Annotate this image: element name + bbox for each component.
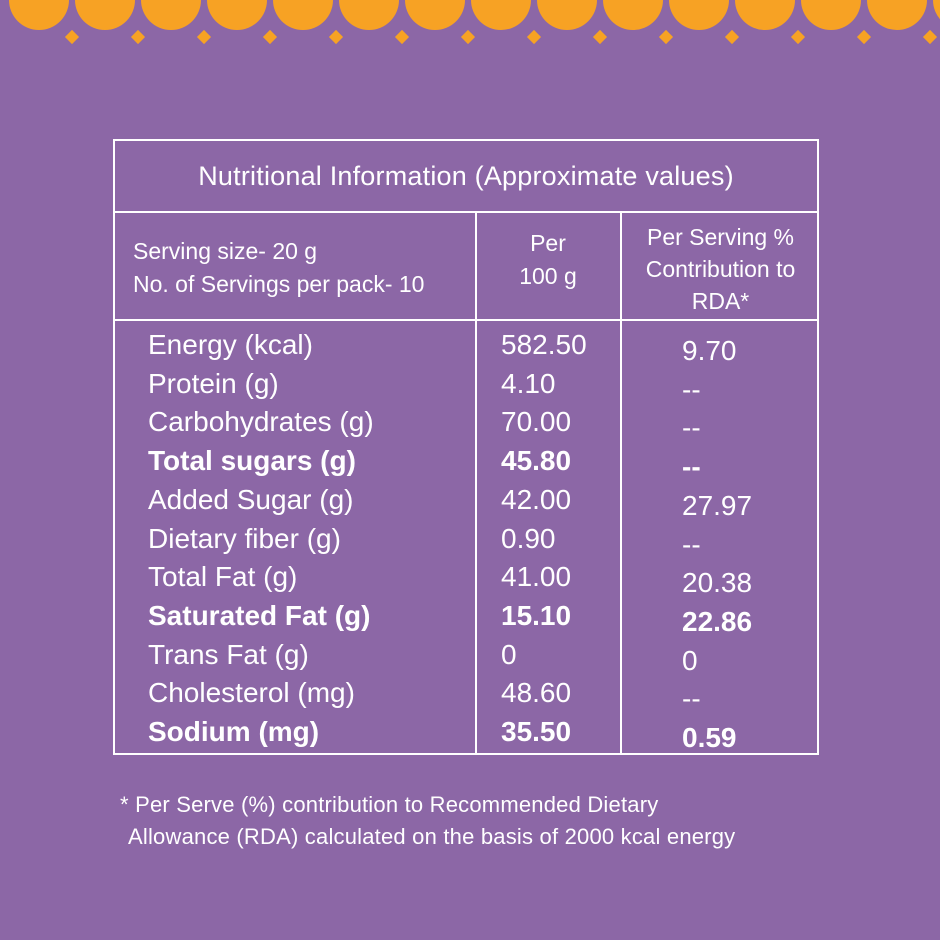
- table-row: Added Sugar (g) 42.00 27.97: [115, 484, 817, 522]
- value-rda: --: [682, 528, 701, 560]
- diamond-shape: [856, 29, 872, 45]
- scallop-shape: [801, 0, 861, 30]
- diamond-shape: [526, 29, 542, 45]
- header-rda: Per Serving % Contribution to RDA*: [622, 221, 819, 317]
- nutrient-name: Total Fat (g): [148, 561, 298, 593]
- value-per-100g: 0: [501, 638, 517, 670]
- scallop-shape: [603, 0, 663, 30]
- header-rda-line: RDA*: [691, 288, 750, 314]
- nutrient-name: Sodium (mg): [148, 716, 320, 747]
- diamond-shape: [328, 29, 344, 45]
- header-rda-line: Contribution to: [645, 256, 796, 282]
- scalloped-border-decoration: [9, 0, 940, 45]
- divider: [115, 211, 817, 213]
- value-per-100g: 15.10: [501, 599, 572, 631]
- table-title: Nutritional Information (Approximate val…: [198, 160, 734, 191]
- table-row: Total Fat (g) 41.00 20.38: [115, 561, 817, 599]
- nutrient-name: Cholesterol (mg): [148, 677, 355, 709]
- nutrient-name: Total sugars (g): [148, 445, 356, 477]
- scallop-shape: [537, 0, 597, 30]
- servings-per-pack: No. of Servings per pack- 10: [133, 271, 425, 297]
- scallop-shape: [933, 0, 940, 20]
- value-per-100g: 4.10: [501, 367, 556, 399]
- diamond-shape: [64, 29, 80, 45]
- nutrient-name: Added Sugar (g): [148, 483, 354, 515]
- table-row: Saturated Fat (g) 15.10 22.86: [115, 600, 817, 638]
- table-row: Sodium (mg) 35.50 0.59: [115, 716, 817, 754]
- header-per-100g: Per 100 g: [475, 227, 621, 293]
- scallop-shape: [867, 0, 927, 30]
- diamond-shape: [262, 29, 278, 45]
- value-rda: 20.38: [682, 567, 753, 599]
- scallop-shape: [141, 0, 201, 30]
- diamond-shape: [724, 29, 740, 45]
- footnote-line: Allowance (RDA) calculated on the basis …: [128, 824, 736, 849]
- nutrient-name: Saturated Fat (g): [148, 599, 371, 631]
- scallop-shape: [405, 0, 465, 30]
- diamond-shape: [658, 29, 674, 45]
- diamond-shape: [394, 29, 410, 45]
- footnote: * Per Serve (%) contribution to Recommen…: [120, 789, 735, 853]
- header-rda-line: Per Serving %: [646, 224, 794, 250]
- table-row: Carbohydrates (g) 70.00 --: [115, 406, 817, 444]
- divider: [115, 319, 817, 321]
- value-rda: --: [682, 451, 701, 483]
- value-rda: 22.86: [682, 605, 753, 637]
- column-divider: [475, 213, 477, 753]
- value-rda: 27.97: [682, 489, 753, 521]
- table-row: Protein (g) 4.10 --: [115, 368, 817, 406]
- nutrient-name: Energy (kcal): [148, 329, 313, 360]
- scallop-shape: [273, 0, 333, 30]
- nutrient-name: Trans Fat (g): [148, 638, 309, 670]
- nutrient-name: Dietary fiber (g): [148, 522, 341, 554]
- value-per-100g: 45.80: [501, 445, 572, 477]
- table-row: Energy (kcal) 582.50 9.70: [115, 329, 817, 367]
- scallop-shape: [207, 0, 267, 30]
- scallop-shape: [735, 0, 795, 30]
- value-per-100g: 42.00: [501, 483, 572, 515]
- value-rda: --: [682, 373, 701, 405]
- footnote-line: * Per Serve (%) contribution to Recommen…: [120, 792, 659, 817]
- value-rda: --: [682, 683, 701, 715]
- value-per-100g: 0.90: [501, 522, 556, 554]
- nutrient-name: Carbohydrates (g): [148, 406, 374, 438]
- value-per-100g: 35.50: [501, 716, 572, 747]
- serving-size: Serving size- 20 g: [133, 238, 318, 264]
- scallop-shape: [669, 0, 729, 30]
- value-per-100g: 70.00: [501, 406, 572, 438]
- value-per-100g: 41.00: [501, 561, 572, 593]
- table-row: Trans Fat (g) 0 0: [115, 639, 817, 677]
- scallop-shape: [471, 0, 531, 30]
- diamond-shape: [790, 29, 806, 45]
- table-row: Total sugars (g) 45.80 --: [115, 445, 817, 483]
- scallop-shape: [75, 0, 135, 30]
- value-rda: 0.59: [682, 722, 737, 753]
- nutrient-name: Protein (g): [148, 367, 279, 399]
- value-rda: 9.70: [682, 335, 737, 366]
- scallop-shape: [9, 0, 69, 30]
- header-per-line: 100 g: [519, 263, 577, 289]
- table-row: Cholesterol (mg) 48.60 --: [115, 677, 817, 715]
- table-row: Dietary fiber (g) 0.90 --: [115, 523, 817, 561]
- header-per-line: Per: [530, 230, 566, 256]
- column-divider: [620, 213, 622, 753]
- value-rda: --: [682, 412, 701, 444]
- diamond-shape: [922, 29, 938, 45]
- serving-info: Serving size- 20 g No. of Servings per p…: [133, 235, 424, 301]
- diamond-shape: [130, 29, 146, 45]
- nutrition-table: Nutritional Information (Approximate val…: [113, 139, 819, 755]
- value-per-100g: 48.60: [501, 677, 572, 709]
- value-rda: 0: [682, 644, 698, 676]
- scallop-shape: [339, 0, 399, 30]
- diamond-shape: [460, 29, 476, 45]
- diamond-shape: [196, 29, 212, 45]
- value-per-100g: 582.50: [501, 329, 587, 360]
- diamond-shape: [592, 29, 608, 45]
